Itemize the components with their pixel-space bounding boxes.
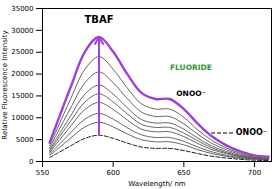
svg-text:ONOO⁻: ONOO⁻ [176, 89, 205, 98]
svg-text:20000: 20000 [11, 70, 33, 78]
svg-text:15000: 15000 [11, 92, 33, 100]
svg-text:650: 650 [177, 169, 190, 177]
svg-text:30000: 30000 [11, 27, 33, 35]
svg-text:10000: 10000 [11, 114, 33, 122]
svg-text:35000: 35000 [11, 5, 33, 13]
svg-text:25000: 25000 [11, 48, 33, 56]
svg-text:0: 0 [29, 158, 33, 166]
svg-text:5000: 5000 [16, 136, 34, 144]
svg-text:Wavelength/ nm: Wavelength/ nm [128, 180, 186, 188]
svg-text:Relative Fluorescence Intensit: Relative Fluorescence Intensity [1, 30, 9, 139]
svg-text:600: 600 [106, 169, 119, 177]
svg-text:FLUORIDE: FLUORIDE [170, 63, 212, 72]
svg-text:550: 550 [36, 169, 49, 177]
svg-text:700: 700 [248, 169, 261, 177]
svg-text:TBAF: TBAF [85, 14, 114, 25]
html-text:ONOO⁻: ONOO⁻ [235, 128, 267, 137]
